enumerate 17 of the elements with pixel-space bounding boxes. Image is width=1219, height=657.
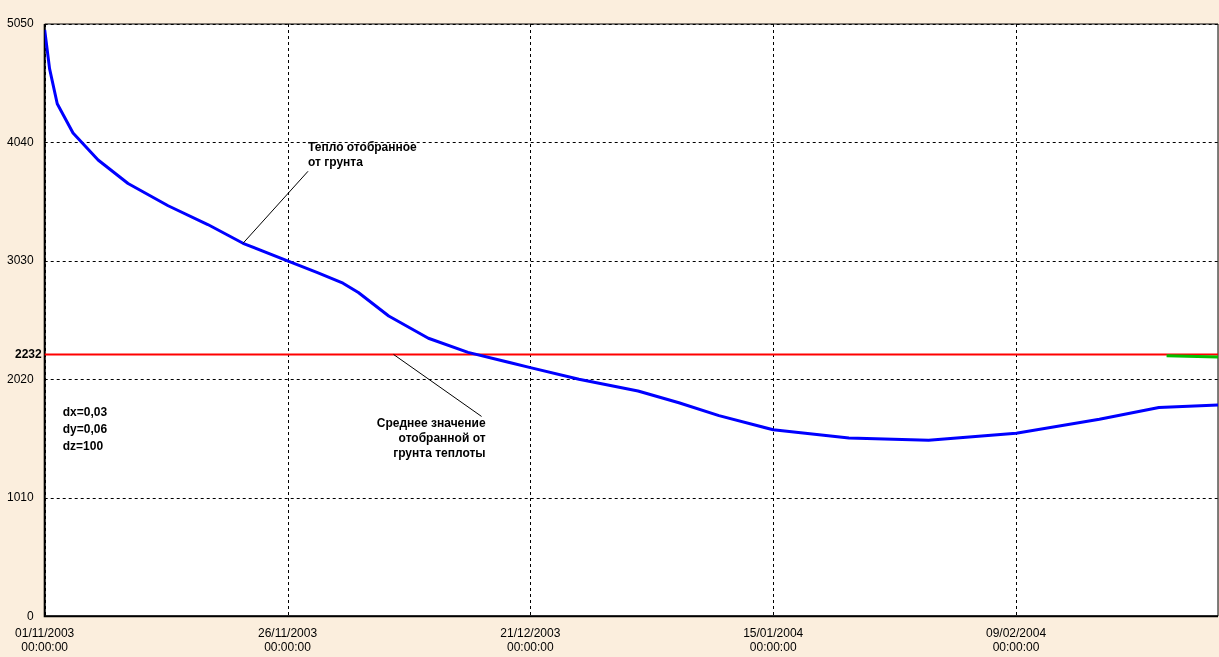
x-tick-label: 01/11/2003 00:00:00 [15, 625, 75, 655]
y-tick-label: 0 [27, 608, 35, 623]
x-tick-label: 26/11/2003 00:00:00 [257, 625, 318, 655]
y-tick-label: 2020 [6, 371, 35, 386]
y-tick-label: 4040 [6, 134, 35, 149]
annotation: Среднее значение отобранной от грунта теплоты [376, 415, 486, 460]
x-tick-label: 15/01/2004 00:00:00 [743, 625, 804, 655]
x-tick-label: 21/12/2003 00:00:00 [500, 625, 561, 655]
annotation: Тепло отобранное от грунта [308, 139, 418, 169]
y-tick-label: 1010 [6, 490, 35, 505]
ref-line-label: 2232 [14, 346, 43, 361]
x-tick-label: 09/02/2004 00:00:00 [986, 625, 1047, 655]
y-tick-label: 5050 [6, 16, 35, 31]
annotation: dy=0,06 [62, 422, 108, 437]
annotation: dz=100 [62, 439, 104, 454]
y-tick-label: 3030 [6, 253, 35, 268]
annotation: dx=0,03 [62, 405, 108, 420]
